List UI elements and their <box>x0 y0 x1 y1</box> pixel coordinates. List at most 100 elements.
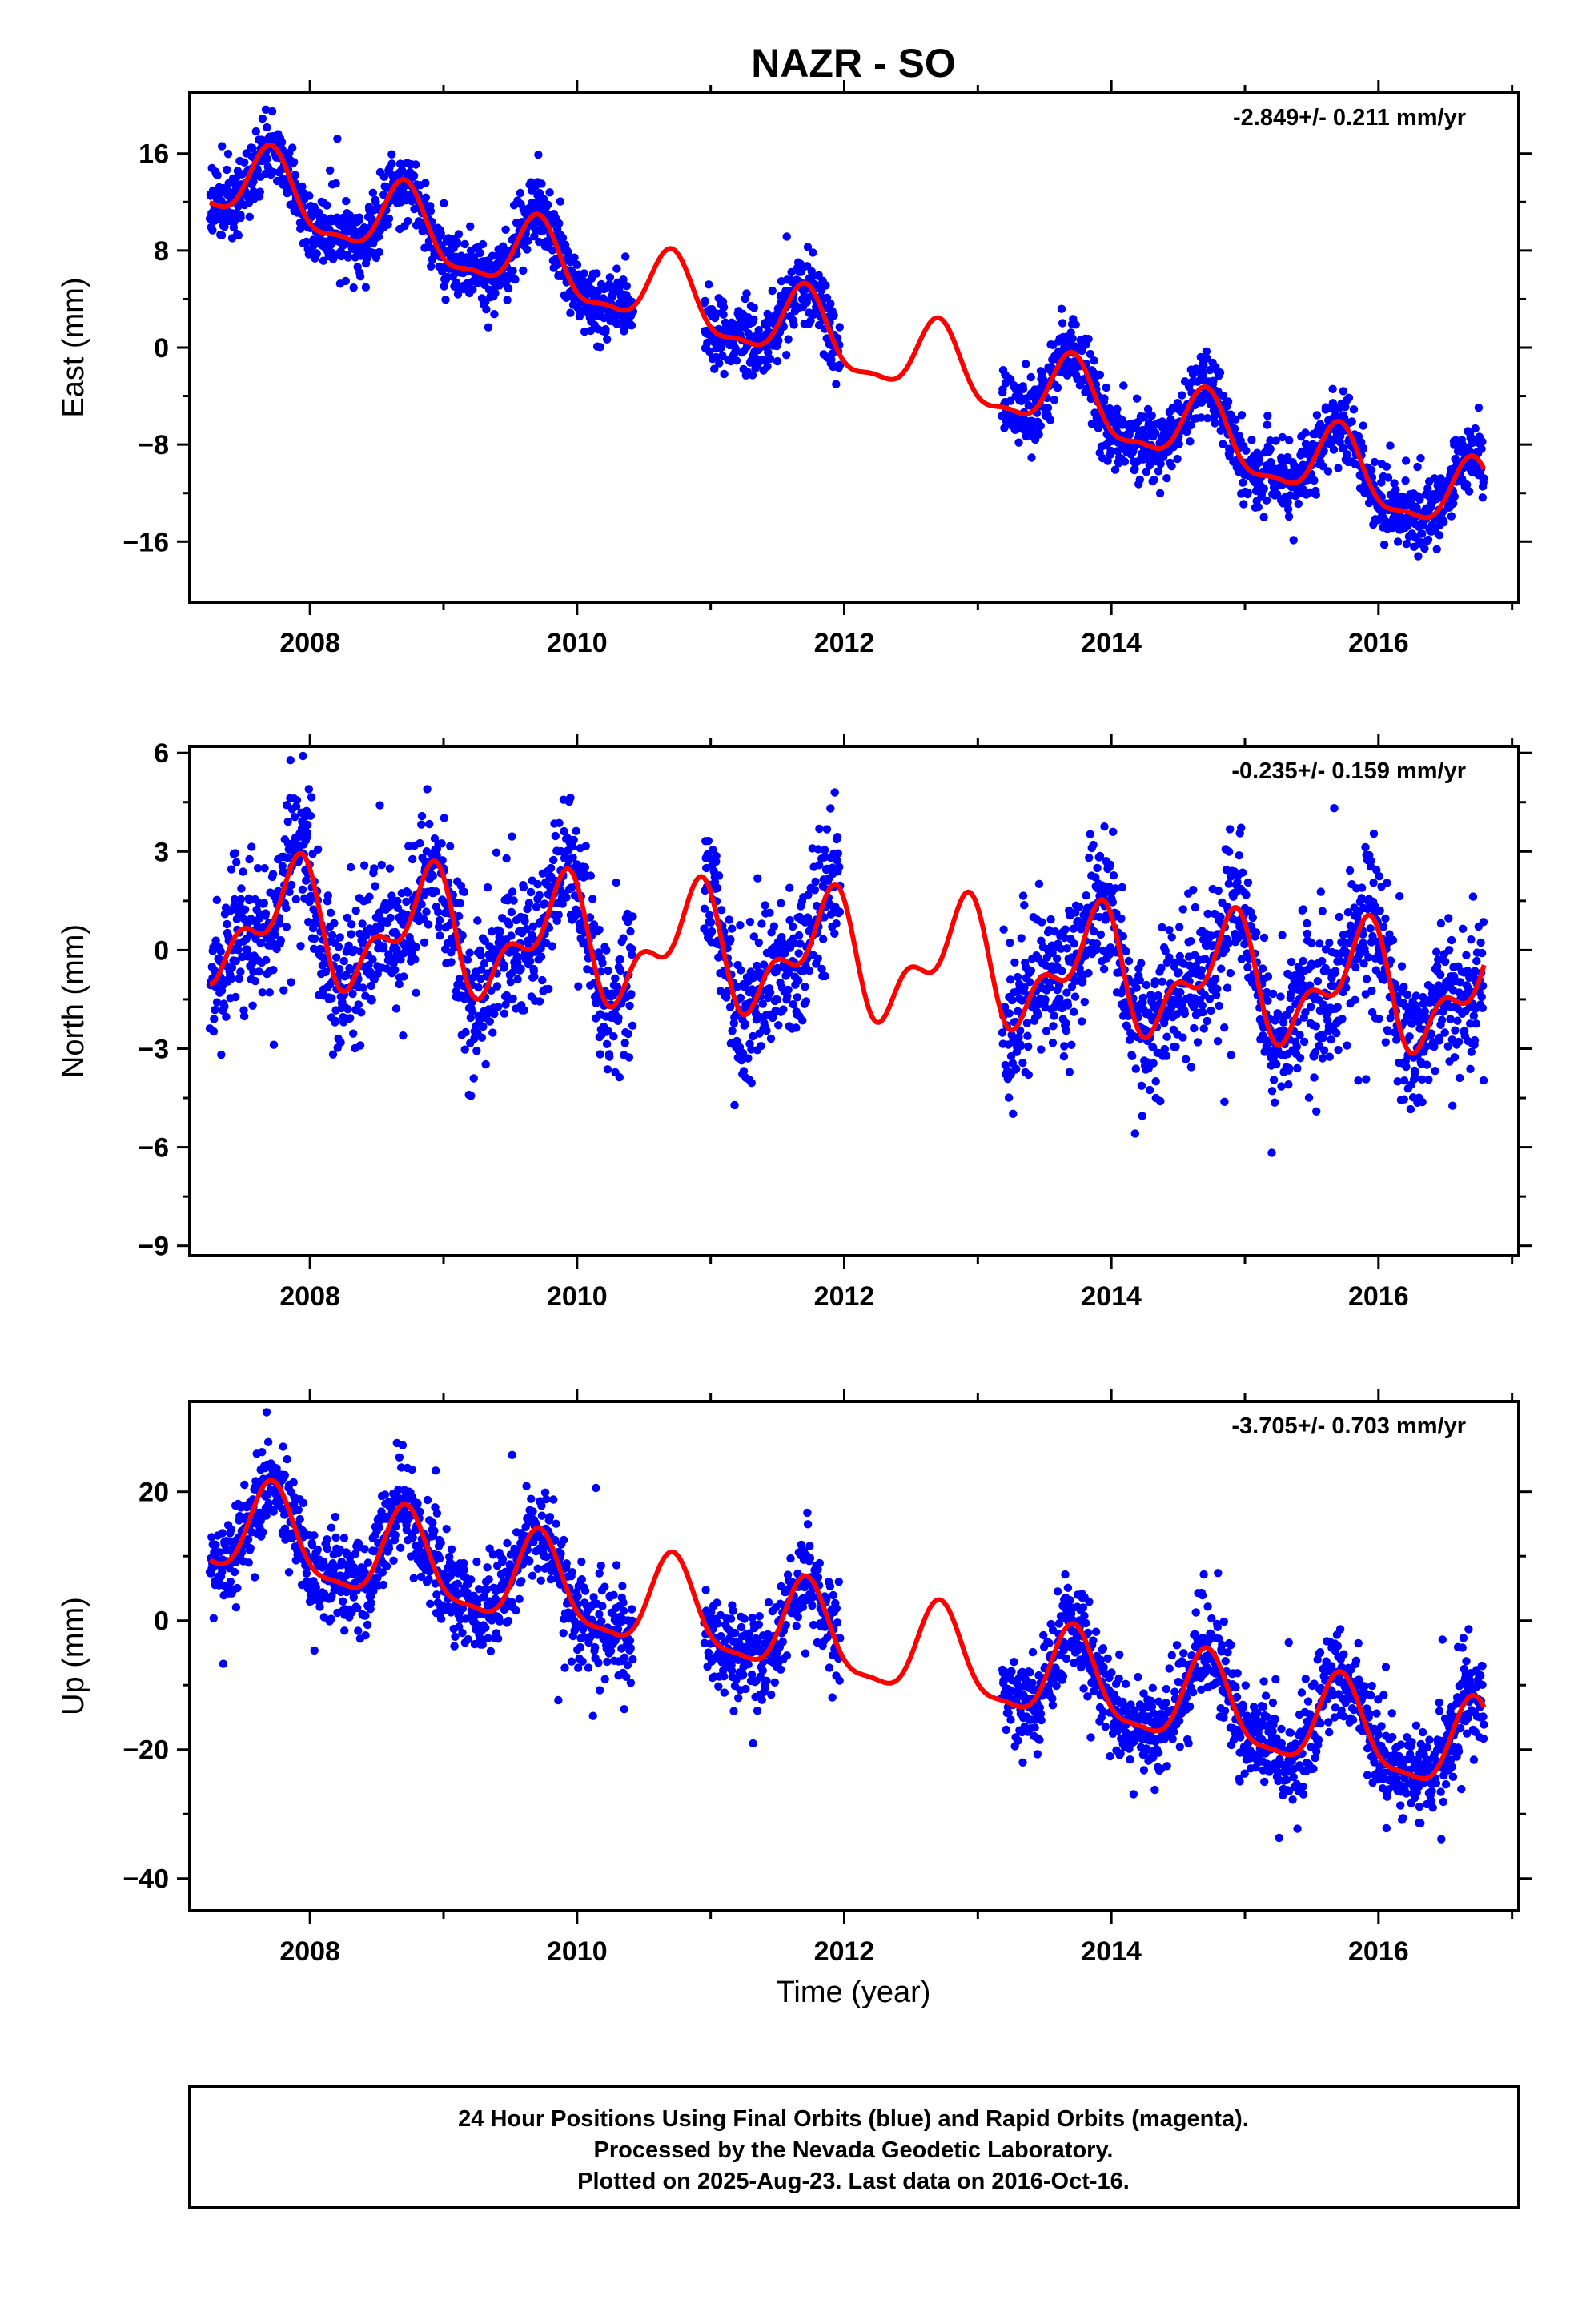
north-data-point <box>1145 1085 1154 1095</box>
north-data-point <box>1085 854 1094 862</box>
north-data-point <box>1362 975 1371 983</box>
north-data-point <box>216 947 225 956</box>
east-data-point <box>827 356 836 364</box>
north-data-point <box>210 1015 219 1023</box>
east-data-point <box>1086 349 1095 359</box>
east-data-point <box>1259 513 1268 521</box>
north-data-point <box>1444 914 1453 923</box>
north-data-point <box>595 925 604 935</box>
east-data-point <box>1319 447 1328 456</box>
north-data-point <box>423 785 432 794</box>
north-data-point <box>1013 972 1022 982</box>
east-data-point <box>835 323 845 332</box>
north-data-point <box>822 825 832 834</box>
north-data-point <box>236 895 246 904</box>
north-data-point <box>1137 959 1146 967</box>
north-data-point <box>339 956 348 966</box>
north-data-point <box>303 820 312 830</box>
north-data-point <box>540 899 549 908</box>
north-data-point <box>1190 1023 1199 1033</box>
north-data-point <box>440 814 448 822</box>
east-data-point <box>341 276 350 286</box>
north-data-point <box>1227 1051 1235 1059</box>
north-data-point <box>349 1029 358 1038</box>
north-data-point <box>833 833 842 842</box>
north-data-point <box>461 1027 470 1037</box>
north-data-point <box>513 975 522 984</box>
east-y-tick-label: 0 <box>154 333 169 364</box>
north-data-point <box>335 933 344 942</box>
north-data-point <box>1215 1001 1223 1011</box>
east-data-point <box>255 187 264 196</box>
north-data-point <box>801 983 809 991</box>
north-data-point <box>548 942 556 951</box>
east-data-point <box>535 237 544 247</box>
east-data-point <box>1057 304 1066 313</box>
north-data-point <box>269 966 278 975</box>
east-data-point <box>749 315 758 324</box>
north-data-point <box>1432 947 1441 956</box>
east-data-point <box>774 336 783 345</box>
north-data-point <box>261 909 271 918</box>
north-data-point <box>1199 1024 1208 1033</box>
north-data-point <box>792 1023 801 1032</box>
north-data-point <box>422 907 431 916</box>
north-data-point <box>1005 1009 1014 1018</box>
east-data-point <box>1478 493 1488 502</box>
north-data-point <box>1383 879 1391 887</box>
north-data-point <box>1454 1037 1464 1047</box>
east-data-point <box>1463 480 1472 489</box>
north-data-point <box>492 982 502 991</box>
east-data-point <box>482 305 491 314</box>
east-data-point <box>1310 476 1319 485</box>
north-data-point <box>1345 866 1355 875</box>
east-data-point <box>349 283 358 292</box>
north-data-point <box>237 884 246 893</box>
north-data-point <box>1252 928 1261 937</box>
north-data-point <box>420 938 429 947</box>
east-data-point <box>1018 384 1028 393</box>
east-data-point <box>421 179 430 187</box>
north-data-point <box>1158 977 1166 987</box>
north-data-point <box>1319 1046 1329 1055</box>
east-data-point <box>1263 420 1271 429</box>
north-data-point <box>508 994 517 1003</box>
north-data-point <box>1128 1051 1137 1061</box>
north-data-point <box>611 974 620 983</box>
east-data-point <box>1203 414 1212 423</box>
north-data-point <box>628 944 636 954</box>
east-data-point <box>208 226 217 235</box>
north-data-point <box>1063 1001 1073 1010</box>
north-data-point <box>706 918 716 927</box>
east-data-point <box>383 220 392 229</box>
north-data-point <box>1124 956 1134 966</box>
north-data-point <box>1106 860 1114 869</box>
north-data-point <box>1050 1011 1058 1020</box>
north-data-point <box>1213 984 1222 994</box>
north-data-point <box>458 931 467 940</box>
north-data-point <box>1243 878 1253 887</box>
east-data-point <box>619 275 628 284</box>
north-data-point <box>485 1017 494 1026</box>
north-data-point <box>624 1029 632 1039</box>
north-data-point <box>231 849 239 858</box>
north-data-point <box>1070 992 1080 1001</box>
east-data-point <box>384 214 394 223</box>
east-data-point <box>829 311 838 320</box>
east-data-point <box>404 216 412 226</box>
east-data-point <box>1173 454 1182 464</box>
north-data-point <box>1099 964 1109 974</box>
north-data-point <box>1018 1059 1027 1068</box>
north-data-point <box>616 955 624 964</box>
east-data-point <box>387 150 396 159</box>
north-data-point <box>549 855 558 865</box>
north-data-point <box>1067 1040 1076 1050</box>
east-data-point <box>288 143 297 152</box>
north-data-point <box>1012 1064 1021 1073</box>
north-data-point <box>1438 1015 1447 1025</box>
north-data-point <box>1436 971 1445 979</box>
north-data-point <box>1258 964 1267 973</box>
north-data-point <box>1299 956 1307 966</box>
east-data-point <box>1401 476 1410 485</box>
